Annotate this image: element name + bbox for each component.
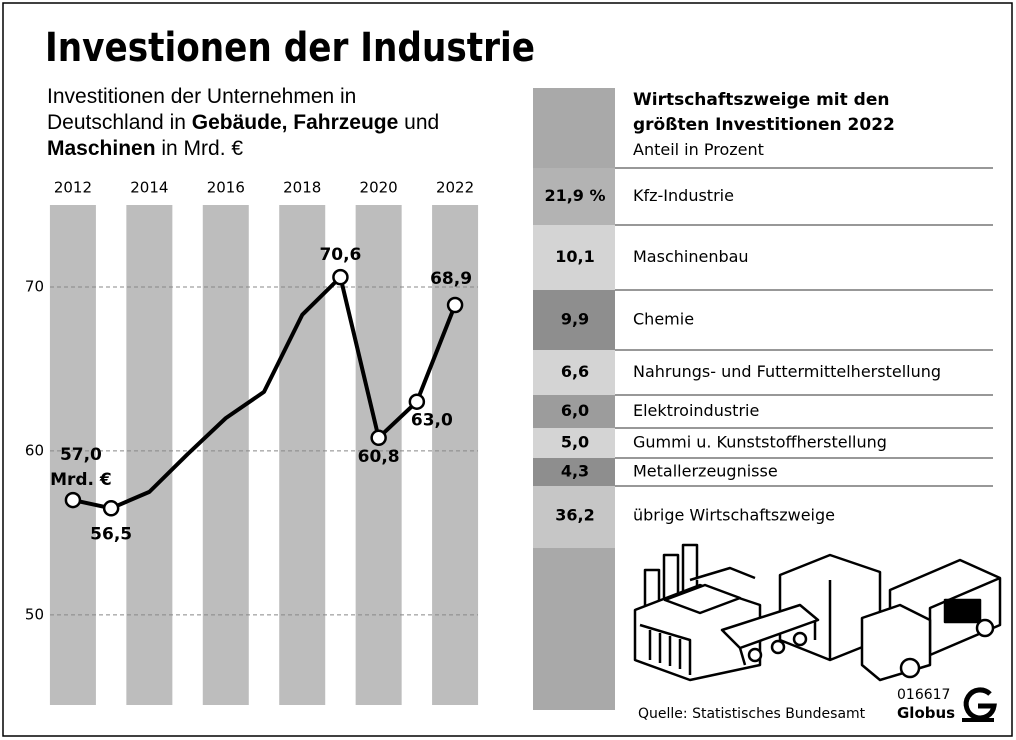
share-value: 4,3 [561, 462, 589, 481]
share-value: 21,9 % [544, 186, 605, 205]
subtitle-bold: Gebäude, Fahrzeuge [191, 111, 399, 134]
data-label: 57,0 [60, 445, 102, 465]
share-cell [533, 486, 615, 548]
roof [663, 566, 756, 615]
y-tick-label: 70 [25, 277, 44, 295]
marker [332, 268, 349, 286]
logo [962, 687, 997, 722]
line [72, 275, 457, 511]
x-tick-label: 2022 [436, 179, 474, 197]
subtitle-text: Investitionen der Unternehmen in [47, 85, 357, 108]
share-value: 6,0 [561, 401, 589, 420]
stripe [126, 205, 173, 705]
data-label: 63,0 [411, 411, 453, 431]
list-title: Wirtschaftszweige mit den größten Invest… [633, 90, 895, 135]
share-label: Nahrungs- und Futtermittelherstellung [633, 362, 941, 381]
factory [633, 583, 762, 682]
share-cell [533, 350, 615, 395]
subtitle-text: in Mrd. € [161, 137, 244, 160]
truck-window [943, 598, 982, 624]
share-cell [533, 428, 615, 458]
stripe [355, 205, 402, 705]
share-value: 5,0 [561, 433, 589, 452]
stripe [279, 205, 326, 705]
share-cell [533, 458, 615, 486]
line-chart: 2012 2014 2016 2018 2020 2022 50 60 70 57,0 Mrd. €… [25, 179, 479, 705]
wheel [975, 618, 995, 638]
share-cell [533, 290, 615, 350]
wheel [792, 631, 808, 647]
share-label: Metallerzeugnisse [633, 462, 778, 481]
x-tick-label: 2016 [207, 179, 245, 197]
share-label: Chemie [633, 310, 694, 329]
subtitle: Investitionen der Unternehmen in Deutschl… [47, 84, 517, 162]
x-tick-label: 2012 [54, 179, 92, 197]
stripe [202, 205, 249, 705]
share-label: Maschinenbau [633, 247, 749, 266]
illustration [633, 543, 1002, 682]
marker [446, 296, 464, 314]
x-tick-label: 2020 [360, 179, 398, 197]
stripe [49, 205, 96, 705]
data-label: 56,5 [90, 524, 132, 544]
factory-detail [639, 623, 692, 675]
logo-bar [962, 718, 994, 722]
data-label: 68,9 [430, 269, 472, 289]
data-label: 60,8 [358, 447, 400, 467]
wheel [747, 647, 763, 663]
list-subtitle: Anteil in Prozent [633, 140, 764, 159]
subtitle-bold: Maschinen [47, 137, 156, 160]
title: Investionen der Industrie [45, 25, 535, 71]
share-cell [533, 395, 615, 428]
marker [64, 491, 82, 509]
logo-g [963, 687, 997, 721]
wheel [899, 657, 921, 679]
share-value: 6,6 [561, 362, 589, 381]
publisher: Globus [897, 704, 956, 722]
stripe [432, 205, 479, 705]
marker [408, 393, 426, 410]
source: Quelle: Statistisches Bundesamt [638, 706, 866, 722]
share-cell [533, 168, 615, 225]
x-tick-label: 2014 [130, 179, 168, 197]
conveyor [720, 603, 820, 666]
share-value: 10,1 [555, 247, 594, 266]
subtitle-text: und [404, 111, 440, 134]
marker [102, 500, 120, 517]
share-label: Kfz-Industrie [633, 186, 734, 205]
share-label: übrige Wirtschaftszweige [633, 506, 835, 525]
share-value: 36,2 [555, 506, 594, 525]
graphic-id: 016617 [897, 687, 951, 703]
y-tick-label: 60 [25, 441, 44, 459]
share-list: 21,9 % Kfz-Industrie 10,1 Maschinenbau 9,9 Ch… [533, 88, 993, 710]
unit-label: Mrd. € [50, 470, 112, 490]
share-label: Elektroindustrie [633, 401, 759, 420]
subtitle-text: Deutschland in [47, 111, 186, 134]
wheel [770, 639, 786, 655]
y-tick-label: 50 [25, 605, 44, 623]
share-value: 9,9 [561, 310, 589, 329]
data-label: 70,6 [319, 245, 361, 265]
share-label: Gummi u. Kunststoffherstellung [633, 433, 887, 452]
share-cell [533, 225, 615, 290]
marker [370, 429, 387, 447]
x-tick-label: 2018 [283, 179, 321, 197]
